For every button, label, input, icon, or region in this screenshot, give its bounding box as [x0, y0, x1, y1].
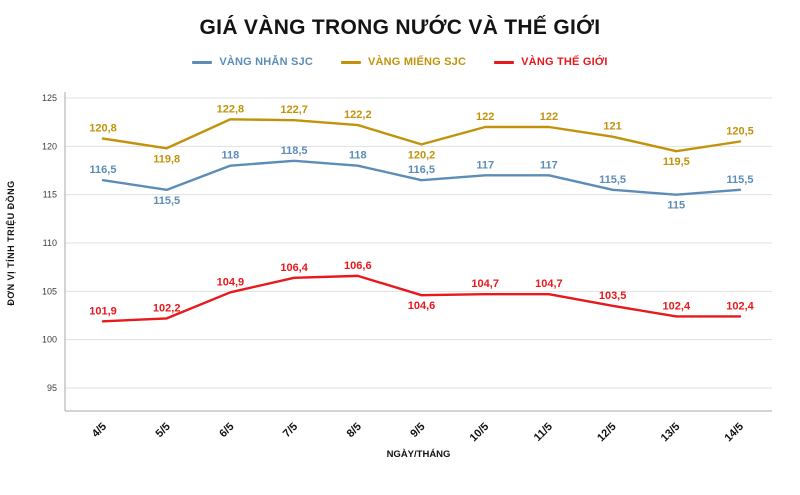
- series-line-1: [101, 118, 742, 153]
- data-label: 102,4: [726, 300, 754, 312]
- data-label: 119,5: [663, 156, 690, 168]
- x-tick-label: 7/5: [281, 421, 300, 440]
- data-label: 104,7: [471, 278, 499, 290]
- data-label: 118,5: [281, 145, 308, 157]
- data-label: 104,6: [408, 300, 436, 312]
- chart-legend: VÀNG NHẪN SJC VÀNG MIẾNG SJC VÀNG THẾ GI…: [0, 54, 800, 70]
- legend-label: VÀNG MIẾNG SJC: [367, 56, 467, 68]
- x-tick-label: 11/5: [532, 421, 555, 444]
- y-tick-label: 105: [42, 286, 57, 296]
- legend-item-vang-the-gioi: VÀNG THẾ GIỚI: [494, 56, 608, 68]
- x-tick-label: 9/5: [408, 421, 427, 440]
- data-label: 122,8: [217, 103, 245, 115]
- data-label: 120,8: [89, 123, 117, 135]
- data-label: 116,5: [90, 164, 117, 176]
- data-label: 115: [667, 200, 685, 212]
- series-line-2: [101, 274, 742, 323]
- x-tick-label: 4/5: [90, 421, 109, 440]
- x-tick-label: 6/5: [217, 421, 236, 440]
- data-label: 104,9: [217, 276, 245, 288]
- y-tick-label: 125: [42, 93, 57, 103]
- x-tick-label: 13/5: [659, 421, 683, 445]
- legend-line-marker: [494, 60, 515, 64]
- chart-canvas: 95 100 105 110 115 120 125 4/5 5/5 6/5 7/5 8/5 9/5 10…: [5, 92, 772, 460]
- data-label: 122: [476, 111, 494, 123]
- data-label: 115,5: [599, 174, 626, 186]
- data-label: 102,2: [153, 302, 181, 314]
- legend-label: VÀNG THẾ GIỚI: [521, 56, 608, 68]
- data-label: 120,2: [408, 149, 436, 161]
- data-label: 115,5: [153, 195, 180, 207]
- legend-line-marker: [192, 60, 213, 64]
- data-label: 106,4: [280, 262, 308, 274]
- legend-label: VÀNG NHẪN SJC: [219, 56, 313, 68]
- data-label: 102,4: [663, 300, 691, 312]
- x-tick-label: 10/5: [468, 421, 492, 445]
- series-line-0: [101, 159, 742, 196]
- data-label: 103,5: [599, 290, 627, 302]
- data-label: 120,5: [726, 126, 754, 138]
- x-axis-title: NGÀY/THÁNG: [387, 449, 451, 460]
- data-label: 116,5: [408, 164, 435, 176]
- legend-line-marker: [340, 60, 361, 64]
- data-label: 121: [603, 121, 621, 133]
- data-label: 122,7: [280, 104, 308, 116]
- y-tick-label: 115: [43, 190, 57, 200]
- y-tick-label: 100: [42, 335, 57, 345]
- data-label: 118: [222, 150, 240, 162]
- y-axis-title: ĐƠN VỊ TÍNH TRIỆU ĐỒNG: [5, 180, 16, 305]
- legend-item-vang-mieng-sjc: VÀNG MIẾNG SJC: [340, 56, 467, 68]
- legend-item-vang-nhan-sjc: VÀNG NHẪN SJC: [192, 56, 313, 68]
- data-label: 119,8: [153, 153, 180, 165]
- chart-title: GIÁ VÀNG TRONG NƯỚC VÀ THẾ GIỚI: [199, 16, 601, 39]
- data-label: 122: [540, 111, 558, 123]
- x-tick-label: 8/5: [345, 421, 364, 440]
- data-label: 115,5: [727, 174, 754, 186]
- y-tick-label: 120: [42, 141, 57, 151]
- data-label: 122,2: [344, 109, 372, 121]
- y-tick-label: 110: [43, 238, 57, 248]
- data-label: 118: [349, 150, 367, 162]
- x-tick-label: 5/5: [154, 421, 173, 440]
- data-label: 117: [540, 159, 558, 171]
- x-tick-label: 12/5: [595, 421, 619, 445]
- data-label: 101,9: [89, 305, 117, 317]
- data-label: 106,6: [344, 260, 372, 272]
- data-label: 117: [476, 159, 494, 171]
- x-tick-label: 14/5: [722, 421, 746, 445]
- data-label: 104,7: [535, 278, 563, 290]
- y-tick-label: 95: [47, 383, 57, 393]
